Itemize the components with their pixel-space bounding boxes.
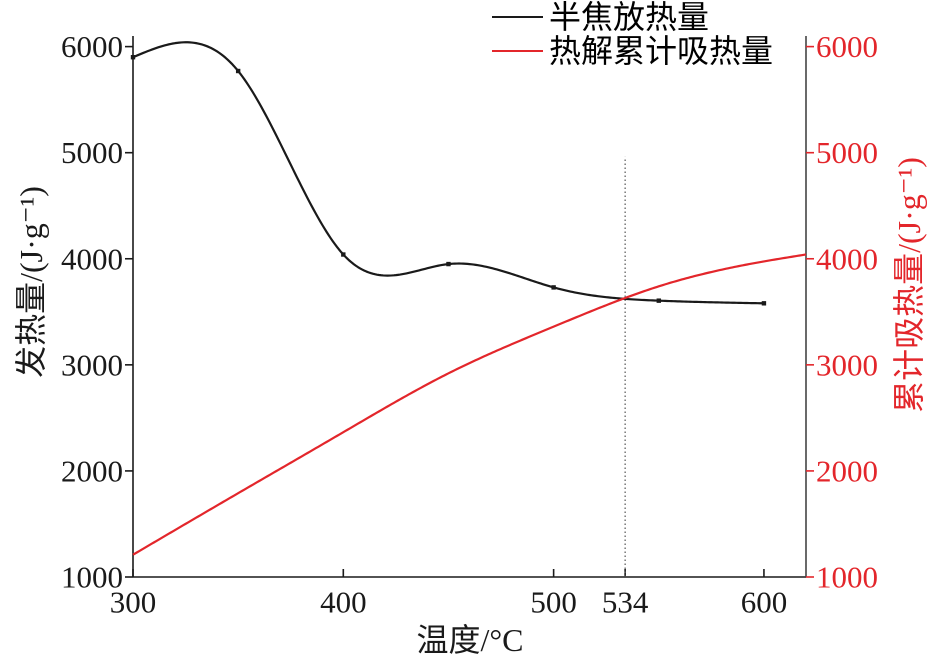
series-line-1: [132, 253, 807, 556]
data-point-0-1: [235, 68, 241, 74]
x-tick-label-534: 534: [602, 585, 649, 620]
right-y-tick-label-2000: 2000: [816, 453, 878, 488]
x-tick-label-300: 300: [110, 585, 157, 620]
data-point-0-5: [656, 298, 661, 303]
right-y-tick-label-5000: 5000: [816, 135, 878, 170]
data-point-0-3: [446, 261, 451, 267]
left-y-tick-label-1000: 1000: [61, 560, 123, 595]
x-tick-label-400: 400: [320, 585, 367, 620]
data-point-0-6: [761, 301, 767, 306]
data-point-0-0: [130, 55, 136, 60]
right-y-axis-title: 累计吸热量/(J·g⁻¹): [891, 157, 927, 413]
x-tick-label-600: 600: [741, 585, 788, 620]
legend-label-heat-release: 半焦放热量: [549, 0, 709, 35]
left-y-axis-title: 发热量/(J·g⁻¹): [13, 186, 49, 378]
right-y-tick-label-4000: 4000: [816, 241, 878, 276]
right-y-tick-label-3000: 3000: [816, 347, 878, 382]
legend: 半焦放热量 热解累计吸热量: [492, 0, 773, 69]
axis-ticks: 300 400 500 534 600 1000 2000 3000 4000 5000 6000 1…: [61, 29, 878, 619]
data-point-0-2: [341, 252, 346, 257]
legend-label-cumulative-absorption: 热解累计吸热量: [549, 33, 773, 69]
left-y-tick-label-5000: 5000: [61, 135, 123, 170]
left-y-tick-label-6000: 6000: [61, 29, 123, 64]
data-point-0-4: [551, 285, 556, 290]
axes: [132, 36, 807, 578]
left-y-tick-label-4000: 4000: [61, 241, 123, 276]
right-y-tick-label-1000: 1000: [816, 560, 878, 595]
left-y-tick-label-2000: 2000: [61, 453, 123, 488]
plot-series: [130, 41, 807, 577]
x-axis-title: 温度/°C: [416, 622, 523, 658]
x-tick-label-500: 500: [530, 585, 577, 620]
left-y-tick-label-3000: 3000: [61, 347, 123, 382]
right-y-tick-label-6000: 6000: [816, 29, 878, 64]
